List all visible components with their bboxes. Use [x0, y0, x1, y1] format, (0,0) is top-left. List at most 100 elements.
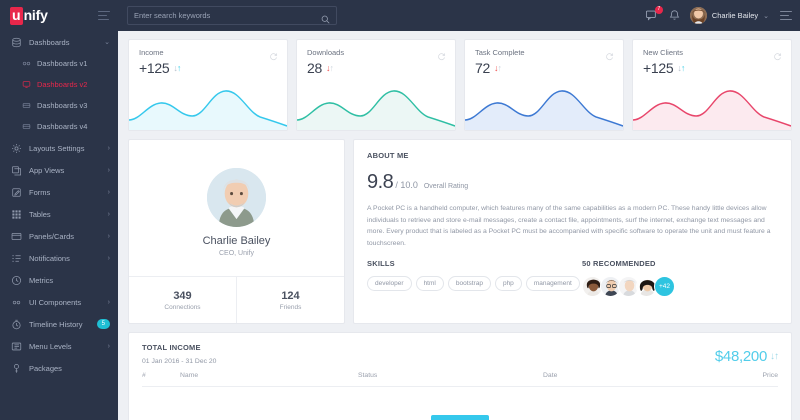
refresh-icon[interactable]: [773, 48, 782, 61]
recommended-avatar[interactable]: [600, 276, 621, 297]
sidebar-item-timeline-history[interactable]: Timeline History 5: [0, 313, 118, 335]
sidebar-item-menu-levels[interactable]: Menu Levels ›: [0, 335, 118, 357]
user-menu[interactable]: Charlie Bailey ⌄: [689, 7, 769, 24]
stat-card-value-row: +125 ↓↑: [129, 57, 287, 76]
sidebar-item-dashboards-v3[interactable]: Dashboards v3: [0, 95, 118, 116]
pencil-square-icon: [10, 187, 22, 198]
refresh-icon[interactable]: [437, 48, 446, 61]
sidebar: u nify Dashboards ⌄ Dashboards v1 Dashboards…: [0, 0, 118, 420]
trend-arrows-icon: ↓↑: [325, 63, 334, 73]
skill-tag[interactable]: php: [494, 276, 522, 291]
sidebar-item-notifications[interactable]: Notifications ›: [0, 247, 118, 269]
trend-arrows-icon: ↓↑: [677, 63, 685, 73]
stat-card-title: New Clients: [643, 48, 684, 57]
profile-avatar: [207, 167, 266, 227]
search-box[interactable]: [127, 6, 337, 25]
sidebar-item-tables[interactable]: Tables ›: [0, 203, 118, 225]
user-name: Charlie Bailey: [711, 11, 759, 20]
sidebar-item-label: Dashboards: [29, 37, 70, 47]
about-description: A Pocket PC is a handheld computer, whic…: [367, 205, 771, 247]
stat-card-header: Task Complete: [465, 40, 623, 61]
clock-icon: [10, 275, 22, 286]
sidebar-item-app-views[interactable]: App Views ›: [0, 159, 118, 181]
rating-row: 9.8 / 10.0 Overall Rating: [367, 171, 778, 194]
stat-card: Task Complete 72 ↓↑: [464, 39, 624, 131]
skill-tag[interactable]: html: [415, 276, 444, 291]
stat-card-title: Downloads: [307, 48, 345, 57]
sidebar-item-packages[interactable]: Packages: [0, 357, 118, 379]
sidebar-collapse-icon[interactable]: [98, 8, 110, 23]
recommended-more-badge[interactable]: +42: [654, 276, 675, 297]
income-amount: $48,200 ↓↑: [714, 348, 779, 365]
sidebar-item-label: Metrics: [29, 275, 54, 285]
income-date-range: 01 Jan 2016 - 31 Dec 20: [142, 358, 217, 365]
topbar: 7: [118, 0, 800, 31]
lines-icon: [10, 341, 22, 352]
profile-name: Charlie Bailey: [202, 234, 271, 247]
stat-card: Income +125 ↓↑: [128, 39, 288, 131]
total-income-card: TOTAL INCOME 01 Jan 2016 - 31 Dec 20 $48…: [128, 332, 792, 420]
trend-arrows-icon: ↓↑: [173, 63, 181, 73]
sidebar-item-dashboards-v1[interactable]: Dashboards v1: [0, 53, 118, 74]
profile-stat-label: Friends: [279, 303, 302, 311]
refresh-icon[interactable]: [605, 48, 614, 61]
stat-card-value: 72: [475, 60, 490, 76]
skill-tag[interactable]: developer: [367, 276, 412, 291]
profile-stat-value: 124: [281, 289, 300, 302]
search-icon[interactable]: [321, 11, 330, 24]
profile-stat-value: 349: [173, 289, 192, 302]
stat-card-value-row: +125 ↓↑: [633, 57, 791, 76]
refresh-icon[interactable]: [269, 48, 278, 61]
logo-text: nify: [23, 6, 48, 23]
income-amount-value: $48,200: [714, 348, 767, 365]
sidebar-item-label: Forms: [29, 187, 51, 197]
search-input[interactable]: [134, 11, 321, 20]
profile-stat: 349 Connections: [129, 277, 236, 323]
chevron-right-icon: ›: [107, 298, 110, 306]
stat-card-title: Task Complete: [475, 48, 525, 57]
profile-stat-label: Connections: [164, 303, 201, 311]
sidebar-item-label: Dashboards v4: [37, 122, 88, 131]
sidebar-item-dashboards[interactable]: Dashboards ⌄: [0, 31, 118, 53]
sidebar-item-badge: 5: [96, 318, 110, 330]
sidebar-item-panels-cards[interactable]: Panels/Cards ›: [0, 225, 118, 247]
chevron-right-icon: ›: [107, 166, 110, 174]
skill-tag[interactable]: management: [525, 276, 580, 291]
topbar-menu-icon[interactable]: [780, 8, 792, 23]
sidebar-item-ui-components[interactable]: UI Components ›: [0, 291, 118, 313]
stat-card-value: +125: [643, 60, 674, 76]
sidebar-item-label: UI Components: [29, 297, 82, 307]
content-area: Income +125 ↓↑ Downloads 28 ↓↑ Task Complete 72…: [118, 31, 800, 420]
sidebar-item-forms[interactable]: Forms ›: [0, 181, 118, 203]
sidebar-item-label: Panels/Cards: [29, 231, 75, 241]
grid-icon: [10, 209, 22, 220]
notifications-bell-icon[interactable]: [668, 9, 681, 22]
messages-icon[interactable]: 7: [645, 6, 663, 22]
chevron-right-icon: ›: [107, 210, 110, 218]
monitor-icon: [22, 79, 31, 90]
sidebar-item-label: Tables: [29, 209, 51, 219]
avatar: [689, 7, 707, 24]
profile-stats: 349 Connections 124 Friends: [129, 276, 344, 323]
chevron-right-icon: ›: [107, 144, 110, 152]
trend-arrows-icon: ↓↑: [493, 63, 502, 73]
chevron-right-icon: ›: [107, 254, 110, 262]
sidebar-item-label: Menu Levels: [29, 341, 72, 351]
messages-badge: 7: [654, 6, 663, 14]
window-icon: [10, 165, 22, 176]
card-icon: [22, 121, 31, 132]
sidebar-item-dashboards-v4[interactable]: Dashboards v4: [0, 116, 118, 137]
load-more-button[interactable]: [431, 415, 489, 420]
logo[interactable]: u nify: [10, 6, 48, 25]
chevron-right-icon: ›: [107, 232, 110, 240]
sidebar-item-metrics[interactable]: Metrics: [0, 269, 118, 291]
sidebar-item-layouts-settings[interactable]: Layouts Settings ›: [0, 137, 118, 159]
income-header: TOTAL INCOME 01 Jan 2016 - 31 Dec 20 $48…: [142, 343, 779, 365]
database-icon: [10, 37, 22, 48]
stat-card-title: Income: [139, 48, 164, 57]
sidebar-item-dashboards-v2[interactable]: Dashboards v2: [0, 74, 118, 95]
recommended-avatars: +42: [582, 276, 778, 297]
dots-icon: [10, 297, 22, 308]
column-header-number: #: [142, 372, 146, 379]
skill-tag[interactable]: bootstrap: [447, 276, 491, 291]
